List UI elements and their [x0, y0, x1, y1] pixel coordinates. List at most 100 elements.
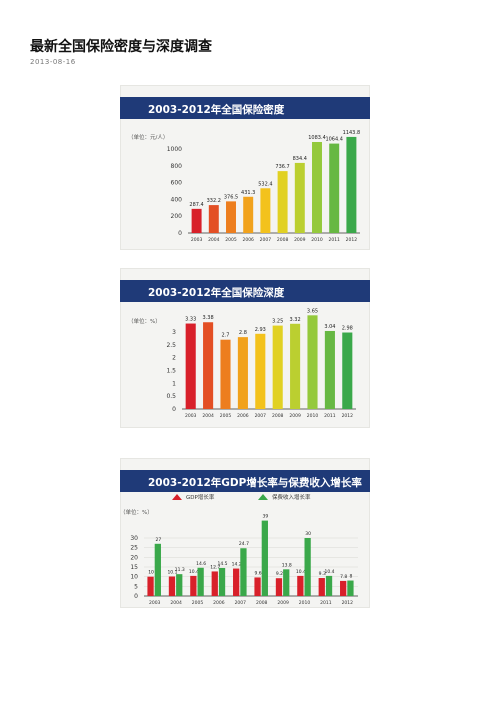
data-label: 3.38: [203, 315, 214, 321]
y-tick-label: 600: [171, 180, 183, 187]
x-tick-label: 2010: [311, 237, 323, 243]
page-date: 2013-08-16: [30, 58, 76, 66]
data-label: 8: [350, 574, 353, 580]
y-tick-label: 2.5: [166, 342, 176, 349]
data-label: 1064.4: [325, 137, 343, 143]
x-tick-label: 2009: [289, 413, 301, 419]
data-label: 39: [262, 514, 268, 520]
chart-title: 2003-2012年GDP增长率与保费收入增长率: [148, 476, 362, 489]
chart-title: 2003-2012年全国保险密度: [148, 103, 285, 116]
y-tick-label: 200: [171, 213, 183, 220]
bar: [346, 136, 357, 233]
data-label: 12.7: [210, 564, 220, 570]
x-tick-label: 2003: [185, 413, 197, 419]
data-label: 2.8: [239, 330, 247, 336]
bar: [208, 205, 219, 233]
x-tick-label: 2010: [307, 413, 319, 419]
legend-swatch: [258, 494, 268, 500]
insurance-density-svg: 2003-2012年全国保险密度 （单位：元/人） 0 200 400 600 800 100…: [120, 97, 370, 243]
data-label: 14.2: [232, 562, 242, 568]
data-label: 1083.4: [308, 135, 326, 141]
bar: [255, 333, 266, 409]
bar: [325, 575, 333, 596]
x-tick-label: 2006: [242, 237, 254, 243]
bar: [347, 580, 354, 596]
title-banner: [120, 470, 370, 492]
x-tick-label: 2010: [299, 600, 311, 606]
page-title: 最新全国保险密度与深度调查: [30, 39, 212, 55]
data-label: 332.2: [207, 198, 221, 204]
bar: [290, 323, 301, 409]
data-label: 30: [305, 531, 311, 537]
bar: [297, 575, 304, 596]
bar: [237, 337, 248, 409]
bar: [304, 538, 311, 596]
y-tick-label: 3: [172, 329, 176, 336]
x-tick-label: 2004: [202, 413, 214, 419]
x-tick-label: 2012: [346, 237, 358, 243]
y-tick-label: 0: [178, 230, 182, 237]
y-tick-label: 1000: [167, 146, 182, 153]
legend-swatch: [172, 494, 182, 500]
y-tick-label: 0: [134, 593, 138, 600]
bar: [318, 578, 325, 596]
data-label: 1143.8: [343, 130, 361, 136]
x-tick-label: 2008: [277, 237, 289, 243]
insurance-depth-chart: 2003-2012年全国保险深度 （单位：%） 0 0.5 1 1.5 2 2.5 3 3.33 2…: [120, 268, 370, 428]
bar: [312, 141, 322, 233]
data-label: 11.3: [175, 567, 185, 573]
x-tick-label: 2008: [256, 600, 268, 606]
data-label: 10.4: [325, 569, 335, 575]
y-tick-label: 20: [130, 554, 138, 561]
y-tick-label: 2: [172, 355, 176, 362]
data-label: 24.7: [239, 541, 249, 547]
x-tick-label: 2009: [277, 600, 289, 606]
data-label: 431.3: [241, 190, 255, 196]
bar: [154, 543, 161, 596]
bar: [261, 520, 268, 596]
x-tick-label: 2007: [235, 600, 247, 606]
x-tick-label: 2007: [255, 413, 267, 419]
data-label: 9.2: [276, 571, 283, 577]
bar: [176, 574, 183, 596]
bar: [342, 332, 353, 409]
data-label: 2.93: [255, 327, 266, 333]
data-label: 13.8: [282, 562, 292, 568]
data-label: 834.4: [293, 156, 307, 162]
insurance-density-chart: 2003-2012年全国保险密度 （单位：元/人） 0 200 400 600 800 100…: [120, 85, 370, 250]
data-label: 14.6: [196, 561, 206, 567]
x-tick-label: 2012: [342, 413, 354, 419]
bar: [272, 325, 283, 409]
bar: [277, 171, 288, 233]
x-tick-label: 2011: [320, 600, 332, 606]
bar: [340, 580, 347, 596]
y-axis-unit: （单位：%）: [128, 317, 161, 325]
bar: [294, 162, 305, 233]
x-tick-label: 2005: [225, 237, 237, 243]
bar: [147, 576, 154, 596]
y-tick-label: 25: [130, 545, 138, 552]
bar: [220, 339, 231, 409]
title-banner: [120, 97, 370, 119]
data-label: 10.1: [167, 569, 177, 575]
bar: [211, 571, 218, 596]
x-tick-label: 2007: [260, 237, 272, 243]
x-tick-label: 2004: [170, 600, 182, 606]
data-label: 2.98: [342, 326, 353, 332]
data-label: 287.4: [189, 202, 203, 208]
bar: [168, 576, 176, 596]
bar: [233, 568, 240, 596]
x-tick-label: 2011: [328, 237, 340, 243]
x-tick-label: 2009: [294, 237, 306, 243]
bar: [283, 569, 290, 596]
y-tick-label: 800: [171, 163, 183, 170]
chart-title: 2003-2012年全国保险深度: [148, 286, 285, 299]
data-label: 14.5: [218, 561, 228, 567]
title-banner: [120, 280, 370, 302]
data-label: 27: [155, 537, 161, 543]
data-label: 3.32: [290, 317, 301, 323]
bar: [190, 575, 197, 596]
bar: [240, 548, 247, 596]
x-tick-label: 2004: [208, 237, 220, 243]
growth-rate-svg: 2003-2012年GDP增长率与保费收入增长率 GDP增长率 保费收入增长率 （单位…: [120, 470, 370, 606]
